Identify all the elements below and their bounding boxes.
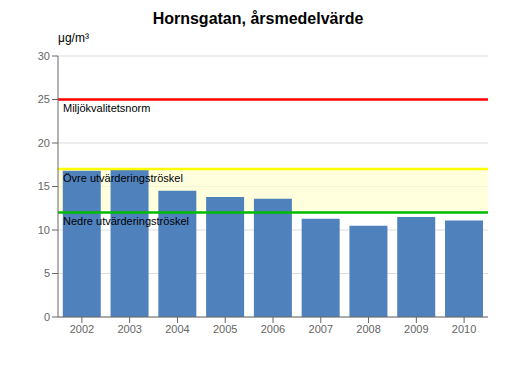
svg-text:2004: 2004	[165, 323, 189, 335]
svg-text:10: 10	[38, 224, 50, 236]
svg-text:2007: 2007	[309, 323, 333, 335]
svg-text:2010: 2010	[452, 323, 476, 335]
svg-text:2002: 2002	[70, 323, 94, 335]
svg-text:2009: 2009	[404, 323, 428, 335]
svg-text:30: 30	[38, 50, 50, 62]
svg-text:2008: 2008	[356, 323, 380, 335]
svg-text:0: 0	[44, 311, 50, 323]
svg-text:25: 25	[38, 93, 50, 105]
html-text:Hornsgatan, årsmedelvärde: Hornsgatan, årsmedelvärde	[152, 10, 364, 27]
html-text:μg/m³: μg/m³	[58, 31, 89, 45]
svg-text:2006: 2006	[261, 323, 285, 335]
svg-text:Nedre utvärderingströskel: Nedre utvärderingströskel	[63, 215, 189, 227]
svg-text:5: 5	[44, 267, 50, 279]
svg-text:20: 20	[38, 137, 50, 149]
svg-text:2003: 2003	[117, 323, 141, 335]
svg-text:2005: 2005	[213, 323, 237, 335]
svg-text:Miljökvalitetsnorm: Miljökvalitetsnorm	[63, 102, 150, 114]
svg-text:15: 15	[38, 180, 50, 192]
svg-text:Övre utvärderingströskel: Övre utvärderingströskel	[63, 172, 183, 184]
